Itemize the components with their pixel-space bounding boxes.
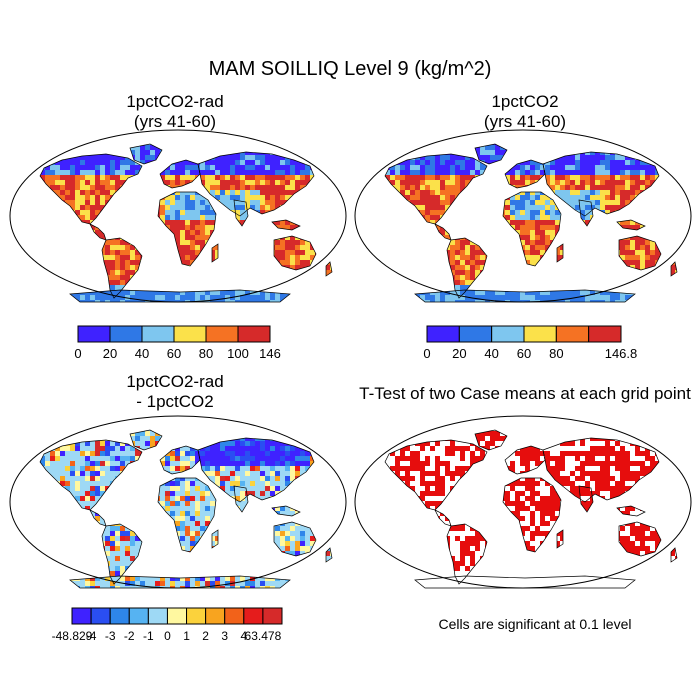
colorbar-swatch xyxy=(426,325,460,343)
colorbar-swatch xyxy=(173,325,207,343)
colorbar-swatch xyxy=(71,607,92,625)
panel-1-title: 1pctCO2-rad (yrs 41-60) xyxy=(30,92,320,132)
colorbar-tick-label: 2 xyxy=(202,629,209,643)
colorbar-tick-label: 20 xyxy=(452,346,466,361)
map-panel-difference xyxy=(9,415,347,589)
panel-2-title-line-2: (yrs 41-60) xyxy=(483,112,567,131)
colorbar-swatch xyxy=(109,325,143,343)
colorbar-swatch xyxy=(243,607,264,625)
colorbar-swatch xyxy=(205,325,239,343)
significance-note: Cells are significant at 0.1 level xyxy=(438,616,632,632)
map-panel-ttest xyxy=(354,415,692,589)
colorbar-tick-label: 20 xyxy=(103,346,117,361)
colorbar-swatch xyxy=(109,607,130,625)
colorbar-tick-label: 0 xyxy=(423,346,430,361)
panel-1-title-line-1: 1pctCO2-rad xyxy=(126,92,224,111)
figure-title: MAM SOILLIQ Level 9 (kg/m^2) xyxy=(208,58,492,80)
colorbars: 0 20 40 60 80 100 146 0 20 40 60 80 146.8-48.829-4 -3… xyxy=(52,325,638,643)
colorbar-tick-label: 40 xyxy=(484,346,498,361)
colorbar-tick-label: 40 xyxy=(135,346,149,361)
colorbar-swatch xyxy=(491,325,525,343)
colorbar-tick-label: 1 xyxy=(183,629,190,643)
panel-2-title-line-1: 1pctCO2 xyxy=(491,92,559,111)
panel-3-title-line-2: - 1pctCO2 xyxy=(136,392,214,411)
colorbar-tick-label: -2 xyxy=(124,629,135,643)
colorbar-swatch xyxy=(166,607,188,625)
colorbar-swatch xyxy=(205,607,226,625)
colorbar-tick-label: 100 xyxy=(227,346,249,361)
colorbar-swatch xyxy=(237,325,271,343)
colorbar-tick-label: -4 xyxy=(86,629,97,643)
panel-4-title: T-Test of two Case means at each grid po… xyxy=(350,384,700,404)
colorbar-tick-label: 80 xyxy=(199,346,213,361)
colorbar-swatch xyxy=(147,607,168,625)
map-panel-1pct xyxy=(354,129,692,303)
colorbar-tick-label: 60 xyxy=(167,346,181,361)
colorbar-swatch xyxy=(458,325,493,343)
colorbar-tick-label: -1 xyxy=(143,629,154,643)
colorbar-swatch xyxy=(141,325,175,343)
colorbar-swatch xyxy=(77,325,111,343)
panel-3-title: 1pctCO2-rad - 1pctCO2 xyxy=(30,372,320,412)
colorbar-swatch xyxy=(224,607,245,625)
colorbar-tick-label: 3 xyxy=(221,629,228,643)
colorbar-tick-label: -3 xyxy=(105,629,116,643)
colorbar-tick-label: 0 xyxy=(164,629,171,643)
colorbar-tick-label: 63.478 xyxy=(245,629,282,643)
colorbar-swatch xyxy=(128,607,149,625)
panel-1-title-line-2: (yrs 41-60) xyxy=(133,112,217,131)
colorbar-tick-label: 4 xyxy=(240,629,247,643)
colorbar-swatch xyxy=(555,325,590,343)
colorbar-tick-label: 146.8 xyxy=(605,346,638,361)
colorbar-tick-label: 80 xyxy=(549,346,563,361)
colorbar-swatch xyxy=(588,325,622,343)
colorbar-swatch xyxy=(186,607,207,625)
colorbar-tick-label: 0 xyxy=(74,346,81,361)
colorbar-swatch xyxy=(262,607,283,625)
colorbar-swatch xyxy=(523,325,557,343)
map-panel-1rad xyxy=(9,129,347,303)
colorbar-tick-label: -48.829 xyxy=(52,629,93,643)
panel-4-title-line-1: T-Test of two Case means at each grid po… xyxy=(359,384,691,403)
panel-3-title-line-1: 1pctCO2-rad xyxy=(126,372,224,391)
panel-2-title: 1pctCO2 (yrs 41-60) xyxy=(380,92,670,132)
colorbar-swatch xyxy=(90,607,111,625)
colorbar-tick-label: 146 xyxy=(259,346,281,361)
colorbar-tick-label: 60 xyxy=(517,346,531,361)
